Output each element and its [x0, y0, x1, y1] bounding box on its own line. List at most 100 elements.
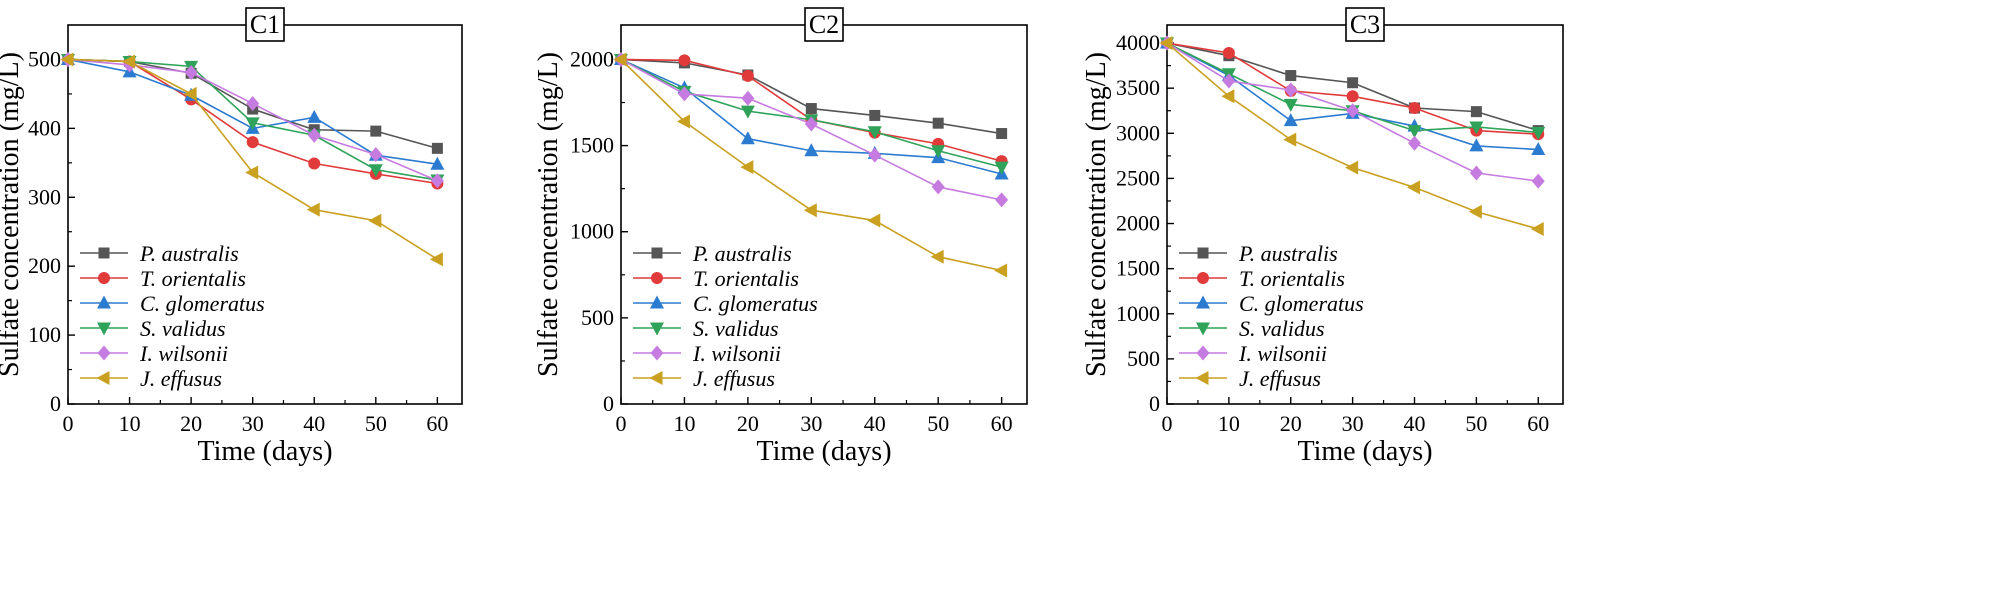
legend-label: I. wilsonii	[139, 341, 228, 366]
data-point	[996, 128, 1008, 140]
data-point	[740, 105, 755, 119]
data-point	[246, 96, 260, 112]
legend-marker	[1197, 247, 1209, 259]
series-s-validus	[61, 53, 445, 188]
x-tick-label: 30	[1342, 411, 1364, 436]
y-tick-label: 0	[603, 391, 614, 416]
data-point	[1346, 103, 1360, 119]
x-tick-label: 0	[63, 411, 74, 436]
data-point	[803, 203, 817, 218]
data-point	[740, 131, 755, 145]
legend-label: S. validus	[693, 316, 779, 341]
y-tick-label: 1000	[1116, 301, 1160, 326]
data-point	[613, 52, 627, 67]
chart-panel-c1: 0 10 20 30 40 50 60 0 100 200 300 400 500 Time (days)…	[0, 7, 463, 467]
data-point	[676, 114, 690, 129]
x-tick-label: 50	[1465, 411, 1487, 436]
y-tick-label: 400	[28, 115, 61, 140]
data-point	[994, 161, 1009, 175]
data-point	[1469, 165, 1483, 181]
panel-title: C1	[250, 10, 280, 39]
legend-label: P. australis	[1238, 241, 1338, 266]
series-j-effusus	[60, 52, 443, 267]
x-tick-label: 40	[1404, 411, 1426, 436]
legend-marker	[1195, 371, 1209, 385]
data-point	[1283, 113, 1298, 127]
data-point	[369, 147, 383, 163]
data-point	[805, 103, 817, 115]
data-point	[1283, 132, 1297, 147]
y-axis-title: Sulfate concentration (mg/L)	[533, 52, 564, 377]
legend-label: J. effusus	[1239, 366, 1321, 391]
y-tick-label: 2000	[570, 46, 614, 71]
legend-label: I. wilsonii	[1238, 341, 1327, 366]
data-point	[930, 249, 944, 264]
data-point	[1408, 102, 1421, 115]
data-point	[741, 90, 755, 106]
series-t-orientalis	[1161, 37, 1545, 141]
data-point	[931, 179, 945, 195]
x-tick-label: 60	[426, 411, 448, 436]
data-point	[183, 86, 197, 101]
data-point	[184, 65, 198, 81]
data-point	[307, 127, 321, 143]
data-point	[1470, 106, 1482, 118]
series-line	[1166, 42, 1539, 135]
legend-label: C. glomeratus	[140, 291, 265, 316]
data-point	[1469, 138, 1484, 152]
legend-marker	[1196, 295, 1210, 309]
legend-label: S. validus	[1239, 316, 1325, 341]
data-point	[1468, 204, 1482, 219]
x-axis-title: Time (days)	[1297, 436, 1432, 467]
data-point	[994, 263, 1008, 278]
data-point	[122, 54, 136, 69]
y-tick-label: 4000	[1116, 30, 1160, 55]
data-point	[60, 52, 74, 67]
legend-marker	[96, 371, 110, 385]
data-point	[246, 136, 259, 149]
data-point	[1531, 126, 1546, 140]
legend-marker	[97, 345, 111, 361]
plot-frame	[620, 24, 1028, 405]
data-point	[1222, 46, 1235, 59]
y-tick-label: 3000	[1116, 120, 1160, 145]
legend-marker	[1197, 272, 1209, 284]
chart-panel-c3: 0 10 20 30 40 50 60 0 500 1000 1500 2000 2500 3000 350…	[1081, 7, 1564, 467]
legend-marker	[649, 371, 663, 385]
x-tick-label: 10	[673, 411, 695, 436]
x-tick-label: 20	[1280, 411, 1302, 436]
legend-marker	[650, 322, 664, 336]
data-point	[867, 126, 882, 140]
data-point	[306, 202, 320, 217]
y-tick-label: 0	[1149, 391, 1160, 416]
y-axis-title: Sulfate concentration (mg/L)	[0, 52, 25, 377]
x-tick-label: 40	[864, 411, 886, 436]
x-tick-label: 50	[927, 411, 949, 436]
data-point	[740, 160, 754, 175]
legend-marker	[97, 295, 111, 309]
series-j-effusus	[1159, 36, 1544, 236]
data-point	[368, 164, 383, 178]
panel-title: C3	[1350, 10, 1380, 39]
data-point	[245, 165, 259, 180]
x-tick-label: 40	[303, 411, 325, 436]
legend-marker	[651, 247, 663, 259]
data-point	[932, 117, 944, 129]
legend-marker	[1196, 345, 1210, 361]
y-tick-label: 300	[28, 184, 61, 209]
data-point	[368, 213, 382, 228]
y-tick-label: 500	[28, 46, 61, 71]
data-point	[431, 142, 443, 154]
data-point	[931, 145, 946, 159]
x-tick-label: 60	[991, 411, 1013, 436]
legend-label: S. validus	[140, 316, 226, 341]
data-point	[995, 192, 1009, 208]
data-point	[868, 147, 882, 163]
y-tick-label: 500	[1127, 346, 1160, 371]
data-point	[1469, 121, 1484, 135]
legend-marker	[97, 322, 111, 336]
